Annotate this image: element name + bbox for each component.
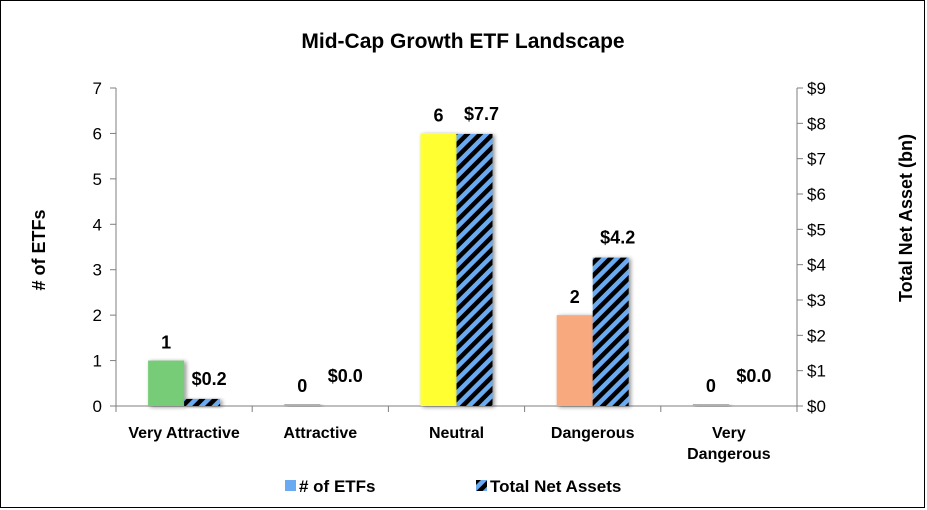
data-label-total-net-assets: $4.2: [600, 228, 635, 248]
y-tick-label: 5: [93, 170, 102, 189]
data-label-etf-count: 6: [433, 105, 443, 125]
category-label: Attractive: [283, 425, 357, 442]
y-axis-title: # of ETFs: [29, 209, 49, 290]
y-tick-label: 0: [93, 397, 102, 416]
legend-label: Total Net Assets: [490, 477, 621, 496]
data-label-etf-count: 1: [161, 333, 171, 353]
y2-tick-label: $3: [807, 291, 826, 310]
bar-etf-count: [556, 315, 593, 406]
y-tick-label: 1: [93, 352, 102, 371]
y2-tick-label: $7: [807, 150, 826, 169]
bar-total-net-assets: [456, 133, 493, 406]
legend-label: # of ETFs: [299, 477, 376, 496]
y2-tick-label: $8: [807, 114, 826, 133]
bar-etf-count: [692, 404, 729, 406]
bar-total-net-assets: [592, 257, 629, 406]
legend-swatch: [476, 480, 487, 491]
data-label-total-net-assets: $0.0: [328, 366, 363, 386]
y2-tick-label: $1: [807, 362, 826, 381]
y2-tick-label: $2: [807, 326, 826, 345]
data-label-etf-count: 0: [297, 376, 307, 396]
category-label: Dangerous: [687, 446, 771, 463]
bar-etf-count: [148, 360, 185, 406]
y2-tick-label: $4: [807, 256, 826, 275]
y2-tick-label: $9: [807, 79, 826, 98]
axes: 0 1 2 3 4 5 6 7 $0 $1 $2 $3 $4 $5 $6 $7 $8 $9 Very Attract…: [93, 79, 826, 463]
y2-tick-label: $0: [807, 397, 826, 416]
category-label: Very: [712, 425, 746, 442]
data-label-total-net-assets: $7.7: [464, 104, 499, 124]
category-label: Dangerous: [551, 425, 635, 442]
category-label: Neutral: [429, 425, 484, 442]
bar-total-net-assets: [184, 398, 221, 406]
bar-etf-count: [420, 133, 457, 406]
data-labels: 1 $0.2 0 $0.0 6 $7.7 2 $4.2 0 $0.0: [161, 104, 771, 396]
y2-axis-title: Total Net Asset (bn): [896, 134, 916, 302]
data-label-etf-count: 2: [570, 287, 580, 307]
y-tick-label: 4: [93, 215, 102, 234]
bars: [148, 133, 729, 406]
y-tick-label: 3: [93, 261, 102, 280]
chart-title: Mid-Cap Growth ETF Landscape: [301, 30, 624, 53]
y2-tick-label: $6: [807, 185, 826, 204]
legend: # of ETFs Total Net Assets: [285, 477, 621, 496]
y2-tick-label: $5: [807, 220, 826, 239]
data-label-etf-count: 0: [706, 376, 716, 396]
data-label-total-net-assets: $0.2: [192, 369, 227, 389]
y-tick-label: 2: [93, 306, 102, 325]
category-label: Very Attractive: [128, 425, 240, 442]
legend-swatch: [285, 480, 296, 491]
data-label-total-net-assets: $0.0: [736, 366, 771, 386]
y-tick-label: 7: [93, 79, 102, 98]
y-tick-label: 6: [93, 124, 102, 143]
bar-etf-count: [284, 404, 321, 406]
